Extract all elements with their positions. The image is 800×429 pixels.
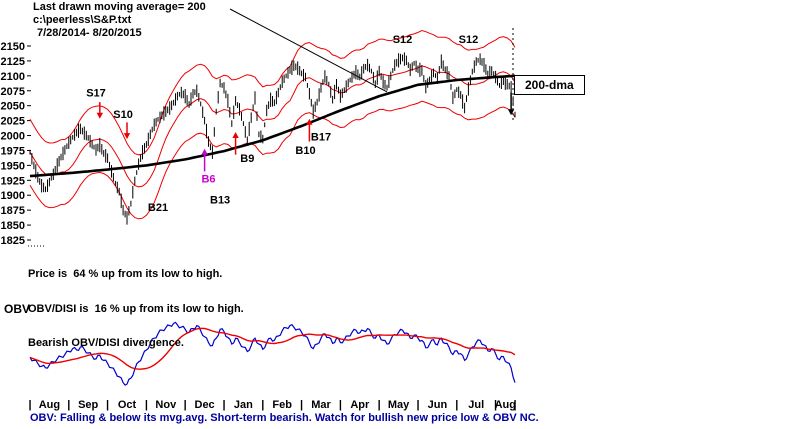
month-axis-tick: | bbox=[106, 399, 109, 411]
moving-average-note: Last drawn moving average= 200 bbox=[33, 1, 206, 13]
signal-label-b21: B21 bbox=[148, 202, 168, 214]
obv-pane-label: OBV bbox=[4, 302, 31, 316]
month-label: May bbox=[388, 399, 410, 411]
month-axis-tick: | bbox=[145, 399, 148, 411]
y-axis-label: 1925 bbox=[1, 175, 25, 187]
file-path: c:\peerless\S&P.txt bbox=[33, 14, 132, 26]
signal-label-b6: B6 bbox=[201, 174, 215, 186]
month-label: Feb bbox=[272, 399, 292, 411]
y-axis-label: 2000 bbox=[1, 131, 25, 143]
signal-label-b10: B10 bbox=[295, 145, 315, 157]
note-leader-line bbox=[229, 8, 388, 93]
month-axis-tick: | bbox=[339, 399, 342, 411]
month-label: Jan bbox=[234, 399, 253, 411]
month-axis-tick: | bbox=[455, 399, 458, 411]
signal-label-b13: B13 bbox=[210, 194, 230, 206]
month-axis-tick: | bbox=[494, 399, 497, 411]
dma-200-line bbox=[29, 74, 516, 178]
month-label: Mar bbox=[311, 399, 331, 411]
month-label: Dec bbox=[195, 399, 215, 411]
month-axis-tick: | bbox=[184, 399, 187, 411]
upper-band-line bbox=[29, 29, 516, 156]
y-axis-label: 1850 bbox=[1, 220, 25, 232]
signal-arrow-head bbox=[507, 109, 515, 116]
y-axis-label: 2100 bbox=[1, 71, 25, 83]
signal-arrow-head bbox=[306, 118, 313, 125]
signal-label-b9: B9 bbox=[240, 153, 254, 165]
y-axis-label: 2025 bbox=[1, 116, 25, 128]
month-axis-tick: | bbox=[416, 399, 419, 411]
month-label: Aug bbox=[39, 399, 60, 411]
month-axis-tick: | bbox=[513, 399, 516, 411]
obv-ma-line bbox=[29, 327, 516, 370]
month-label: Sep bbox=[78, 399, 98, 411]
signal-label-b17: B17 bbox=[311, 132, 331, 144]
month-label: Jun bbox=[428, 399, 448, 411]
obv-status-line: OBV: Falling & below its mvg.avg. Short-… bbox=[30, 412, 539, 424]
month-axis-tick: | bbox=[300, 399, 303, 411]
month-label: Apr bbox=[350, 399, 370, 411]
month-label: Oct bbox=[118, 399, 137, 411]
month-axis-tick: | bbox=[378, 399, 381, 411]
month-label: Jul bbox=[468, 399, 484, 411]
signal-label-s12: S12 bbox=[459, 34, 479, 46]
dma-200-label: 200-dma bbox=[525, 78, 574, 92]
y-axis-label: 2050 bbox=[1, 101, 25, 113]
month-axis-tick: | bbox=[261, 399, 264, 411]
date-range: 7/28/2014- 8/20/2015 bbox=[37, 27, 142, 39]
month-axis-tick: | bbox=[67, 399, 70, 411]
summary-text-block: Price is 64 % up from its low to high. O… bbox=[28, 246, 244, 373]
y-axis-label: 1825 bbox=[1, 235, 25, 247]
signal-label-s17: S17 bbox=[86, 88, 106, 100]
signal-label-s12: S12 bbox=[393, 34, 413, 46]
signal-label-s10: S10 bbox=[113, 109, 133, 121]
month-label: Nov bbox=[155, 399, 177, 411]
dma-200-label-box: 200-dma bbox=[514, 75, 585, 95]
y-axis-label: 1900 bbox=[1, 190, 25, 202]
month-axis-tick: | bbox=[28, 399, 31, 411]
month-label: Aug bbox=[495, 399, 516, 411]
signal-arrow-head bbox=[123, 133, 131, 140]
signal-arrow-head bbox=[201, 148, 208, 155]
y-axis-label: 2125 bbox=[1, 56, 25, 68]
y-axis-label: 1875 bbox=[1, 205, 25, 217]
y-axis-label: 2075 bbox=[1, 86, 25, 98]
lower-band-line bbox=[29, 100, 516, 220]
divergence-note: Bearish OBV/DISI divergence. bbox=[28, 337, 184, 349]
obv-range-summary: OBV/DISI is 16 % up from its low to high… bbox=[28, 302, 244, 315]
month-axis-tick: | bbox=[222, 399, 225, 411]
signal-arrow-head bbox=[232, 132, 239, 138]
signal-arrow-head bbox=[96, 112, 103, 119]
price-range-summary: Price is 64 % up from its low to high. bbox=[28, 268, 223, 280]
y-axis-label: 1950 bbox=[1, 160, 25, 172]
y-axis-label: 2150 bbox=[1, 41, 25, 53]
y-axis-label: 1975 bbox=[1, 145, 25, 157]
middle-band-line bbox=[29, 65, 516, 188]
obv-line bbox=[29, 321, 516, 386]
